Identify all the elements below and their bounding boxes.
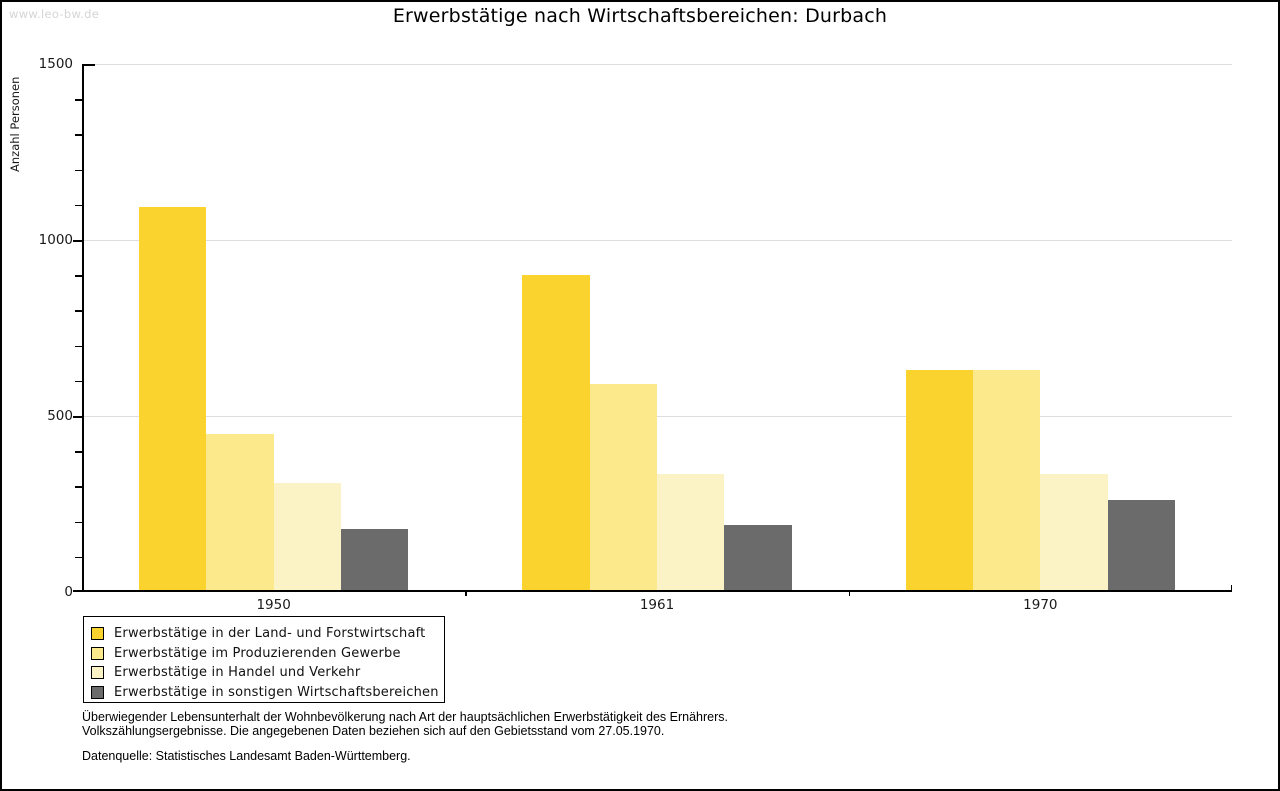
- y-minor-tick: [75, 521, 82, 524]
- legend-item: Erwerbstätige in sonstigen Wirtschaftsbe…: [91, 683, 444, 703]
- x-axis-end-cap: [1230, 585, 1232, 590]
- legend-item: Erwerbstätige im Produzierenden Gewerbe: [91, 644, 444, 664]
- bar-1950-series3: [340, 528, 409, 590]
- y-major-tick: [73, 590, 82, 592]
- legend-label: Erwerbstätige im Produzierenden Gewerbe: [114, 645, 401, 661]
- bar-1950-series1: [206, 433, 274, 590]
- y-minor-tick: [75, 310, 82, 312]
- bar-1950-series0: [139, 206, 207, 590]
- x-boundary-tick: [465, 592, 467, 596]
- bar-1970-series3: [1107, 500, 1175, 590]
- bar-1961-series1: [589, 384, 657, 590]
- y-gridline: [82, 416, 1232, 417]
- chart-title: Erwerbstätige nach Wirtschaftsbereichen:…: [392, 5, 888, 27]
- legend-label: Erwerbstätige in der Land- und Forstwirt…: [114, 626, 426, 642]
- y-major-tick: [73, 416, 82, 418]
- y-major-tick: [73, 240, 82, 242]
- y-minor-tick: [75, 275, 82, 277]
- bar-1970-series1: [973, 370, 1041, 590]
- legend-swatch: [91, 627, 104, 641]
- x-tick-label: 1950: [256, 597, 291, 613]
- y-minor-tick: [75, 556, 82, 559]
- y-axis-line: [82, 64, 84, 592]
- footnote-line: Überwiegender Lebensunterhalt der Wohnbe…: [82, 710, 728, 724]
- legend-label: Erwerbstätige in Handel und Verkehr: [114, 665, 361, 681]
- legend-swatch: [91, 666, 104, 680]
- legend-item: Erwerbstätige in der Land- und Forstwirt…: [91, 624, 444, 644]
- legend-box: Erwerbstätige in der Land- und Forstwirt…: [83, 616, 445, 703]
- bar-1970-series0: [905, 370, 974, 590]
- x-boundary-tick: [848, 592, 851, 596]
- y-tick-label: 0: [64, 584, 73, 600]
- footnote-line: Volkszählungsergebnisse. Die angegebenen…: [82, 723, 665, 738]
- data-source-note: Datenquelle: Statistisches Landesamt Bad…: [82, 749, 411, 763]
- x-tick-label: 1970: [1023, 597, 1058, 613]
- bar-1970-series2: [1040, 474, 1108, 590]
- y-minor-tick: [75, 134, 82, 136]
- chart-footnote: Überwiegender Lebensunterhalt der Wohnbe…: [82, 710, 728, 738]
- legend-swatch: [91, 646, 104, 660]
- y-minor-tick: [75, 486, 82, 488]
- legend-item: Erwerbstätige in Handel und Verkehr: [91, 663, 444, 683]
- y-minor-tick: [75, 451, 82, 453]
- y-tick-label: 1000: [38, 232, 73, 248]
- site-watermark: www.leo-bw.de: [9, 7, 100, 21]
- bar-1950-series2: [273, 482, 341, 590]
- bar-1961-series3: [724, 525, 792, 590]
- y-minor-tick: [75, 380, 82, 383]
- y-tick-label: 1500: [38, 56, 73, 72]
- y-minor-tick: [75, 99, 82, 101]
- y-gridline: [82, 240, 1232, 241]
- y-minor-tick: [75, 345, 82, 348]
- legend-label: Erwerbstätige in sonstigen Wirtschaftsbe…: [114, 684, 439, 700]
- x-axis-line: [82, 590, 1232, 592]
- bar-1961-series2: [657, 474, 725, 590]
- legend-swatch: [91, 685, 104, 699]
- y-tick-label: 500: [47, 408, 73, 424]
- y-axis-top-cap: [82, 64, 95, 66]
- bar-1961-series0: [522, 275, 590, 590]
- y-minor-tick: [75, 169, 82, 172]
- y-minor-tick: [75, 204, 82, 207]
- y-gridline: [82, 64, 1232, 65]
- x-tick-label: 1961: [639, 597, 675, 613]
